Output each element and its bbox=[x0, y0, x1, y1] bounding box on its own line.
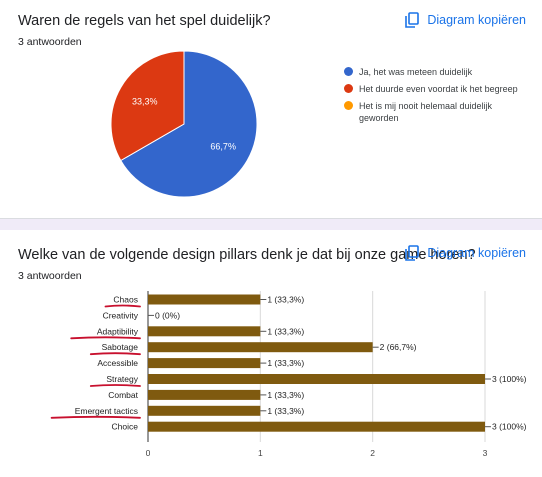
data-label: 3 (100%) bbox=[492, 374, 527, 384]
copy-chart-button[interactable]: Diagram kopiëren bbox=[405, 12, 526, 28]
bar bbox=[148, 326, 261, 337]
bar bbox=[148, 405, 261, 416]
legend-label: Ja, het was meteen duidelijk bbox=[359, 67, 473, 77]
pie-data-label: 33,3% bbox=[132, 96, 158, 106]
x-tick-label: 2 bbox=[370, 448, 375, 458]
category-label: Combat bbox=[108, 390, 138, 400]
copy-chart-button[interactable]: Diagram kopiëren bbox=[405, 245, 526, 261]
annotation-underline bbox=[70, 336, 141, 340]
question-card-rules: Waren de regels van het spel duidelijk? … bbox=[0, 0, 542, 219]
category-label: Adaptibility bbox=[97, 326, 139, 336]
bar-chart: 0 1 2 3 Chaos 1 (33,3%) Creativity 0 (0%) Adapti… bbox=[50, 291, 527, 458]
legend-item: Ja, het was meteen duidelijk bbox=[344, 66, 534, 78]
pie-legend: Ja, het was meteen duidelijk Het duurde … bbox=[344, 66, 534, 129]
data-label: 1 (33,3%) bbox=[267, 295, 304, 305]
data-label: 2 (66,7%) bbox=[380, 342, 417, 352]
bar bbox=[148, 358, 261, 369]
response-count: 3 antwoorden bbox=[18, 270, 82, 282]
x-tick-label: 3 bbox=[483, 448, 488, 458]
bar bbox=[148, 389, 261, 400]
copy-chart-label: Diagram kopiëren bbox=[427, 13, 526, 27]
annotation-underline bbox=[89, 384, 141, 387]
copy-icon bbox=[405, 12, 420, 28]
x-tick-label: 1 bbox=[258, 448, 263, 458]
category-label: Emergent tactics bbox=[75, 406, 138, 416]
question-title: Welke van de volgende design pillars den… bbox=[18, 247, 476, 263]
legend-item: Het is mij nooit helemaal duidelijk gewo… bbox=[344, 100, 534, 124]
pie-data-label: 66,7% bbox=[210, 142, 236, 152]
category-label: Strategy bbox=[106, 374, 138, 384]
legend-item: Het duurde even voordat ik het begreep bbox=[344, 83, 534, 95]
annotation-underline bbox=[50, 415, 141, 419]
copy-icon bbox=[405, 245, 420, 261]
data-label: 3 (100%) bbox=[492, 422, 527, 432]
data-label: 1 (33,3%) bbox=[267, 390, 304, 400]
question-card-design-pillars: Welke van de volgende design pillars den… bbox=[0, 230, 542, 477]
legend-swatch bbox=[344, 101, 353, 110]
pie-slice bbox=[120, 50, 258, 198]
question-title: Waren de regels van het spel duidelijk? bbox=[18, 13, 271, 29]
bar bbox=[148, 421, 485, 432]
category-label: Choice bbox=[112, 422, 139, 432]
category-label: Creativity bbox=[103, 310, 139, 320]
pie-slice bbox=[110, 50, 185, 162]
bar bbox=[148, 294, 261, 305]
x-tick-label: 0 bbox=[146, 448, 151, 458]
bar bbox=[148, 342, 373, 353]
category-label: Accessible bbox=[97, 358, 138, 368]
annotation-underline bbox=[104, 304, 141, 308]
data-label: 1 (33,3%) bbox=[267, 406, 304, 416]
copy-chart-label: Diagram kopiëren bbox=[427, 246, 526, 260]
legend-swatch bbox=[344, 67, 353, 76]
data-label: 0 (0%) bbox=[155, 310, 180, 320]
data-label: 1 (33,3%) bbox=[267, 358, 304, 368]
bar bbox=[148, 374, 485, 384]
legend-swatch bbox=[344, 84, 353, 93]
category-label: Chaos bbox=[113, 295, 138, 305]
data-label: 1 (33,3%) bbox=[267, 326, 304, 336]
pie-chart: 66,7% 33,3% bbox=[110, 50, 258, 198]
legend-label: Het duurde even voordat ik het begreep bbox=[359, 84, 518, 94]
legend-label: Het is mij nooit helemaal duidelijk gewo… bbox=[359, 101, 493, 123]
category-label: Sabotage bbox=[102, 342, 139, 352]
annotation-underline bbox=[89, 352, 141, 356]
response-count: 3 antwoorden bbox=[18, 36, 82, 48]
